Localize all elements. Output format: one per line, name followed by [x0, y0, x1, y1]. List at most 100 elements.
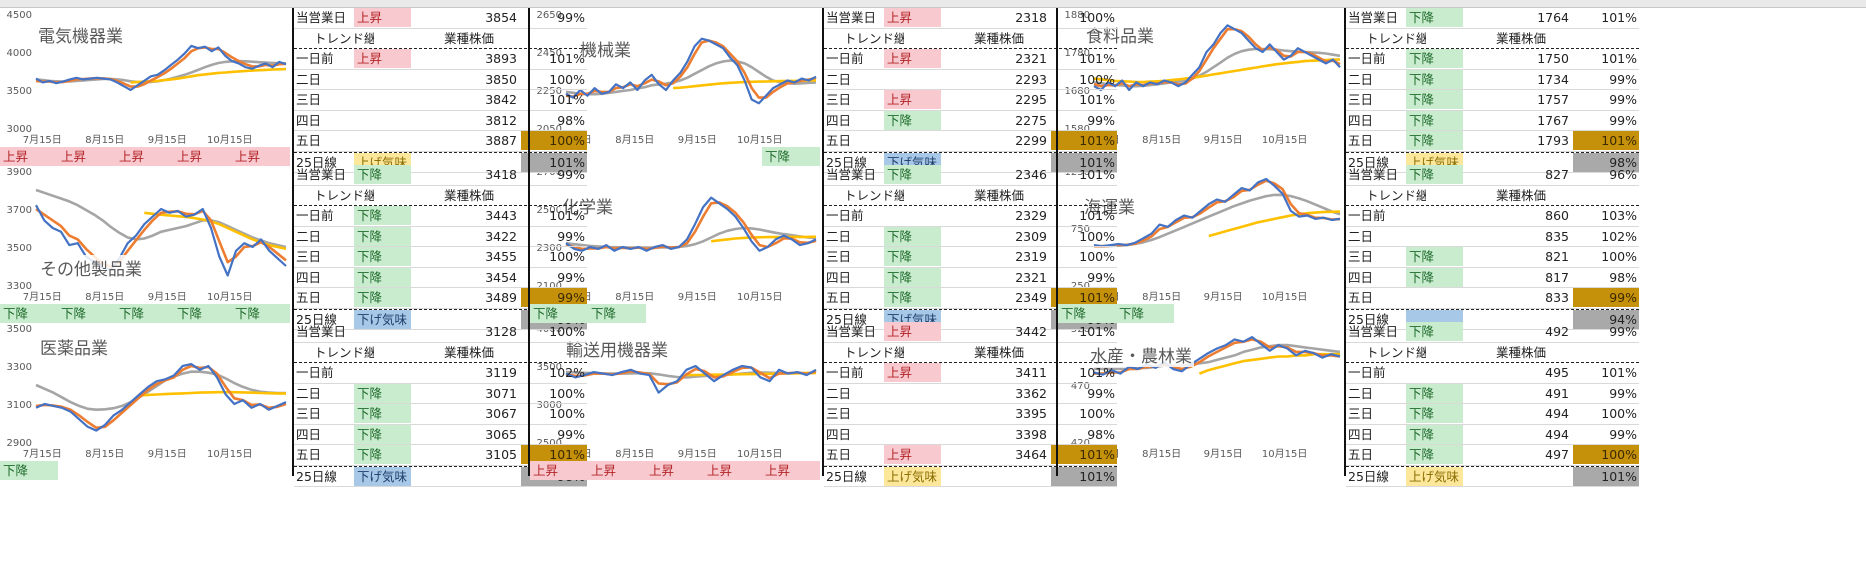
day-pct: 101% [1601, 365, 1637, 380]
x-tick-label: 8月15日 [85, 134, 124, 146]
day-row: 五日 下降 2349 101% [824, 288, 1117, 309]
x-tick-label: 10月15日 [737, 291, 782, 303]
trend-table-kikai: 当営業日上昇2318100%トレンド継続日業種株価一日前上昇2321101%二日… [824, 8, 1117, 173]
day-price: 3489 [485, 290, 517, 305]
day-status: 上昇 [884, 90, 941, 109]
day-price: 497 [1545, 447, 1569, 462]
today-label: 当営業日 [826, 10, 877, 25]
day-status [884, 425, 941, 444]
day-row: 二日 下降 491 99% [1346, 383, 1639, 404]
y-tick-label: 1680 [1065, 86, 1090, 97]
day-price: 2349 [1015, 290, 1047, 305]
y-tick-label: 3500 [7, 243, 32, 254]
price-line [35, 204, 287, 277]
day-status: 下降 [354, 404, 411, 423]
ma25-status: 上げ気味 [884, 466, 941, 486]
trend-strip: 上昇 上昇 上昇 上昇 上昇 [0, 147, 292, 166]
day-status: 下降 [884, 288, 941, 307]
header-row: トレンド継続日 業種株価 [824, 343, 1117, 363]
day-row: 一日前 860 103% [1346, 206, 1639, 227]
day-pct: 101% [1573, 131, 1639, 150]
day-status [884, 131, 941, 150]
day-status: 下降 [884, 267, 941, 287]
ma25-pct: 101% [1051, 466, 1117, 486]
strip-cell: 上昇 [232, 147, 290, 166]
day-row: 二日 下降 1734 99% [1346, 69, 1639, 90]
x-tick-label: 9月15日 [678, 134, 717, 146]
day-price: 3454 [485, 269, 517, 285]
day-status: 下降 [1406, 247, 1463, 266]
day-status: 下降 [1406, 445, 1463, 464]
day-status: 上昇 [884, 49, 941, 68]
x-tick-label: 9月15日 [1204, 134, 1243, 146]
header-row: トレンド継続日 業種株価 [294, 186, 587, 206]
chart-title: 輸送用機器業 [564, 336, 670, 361]
day-status: 下降 [1406, 90, 1463, 109]
day-status: 下降 [354, 206, 411, 225]
today-price: 3442 [1015, 324, 1047, 339]
day-row: 一日前 3119 102% [294, 363, 587, 384]
day-pct: 101% [1079, 92, 1115, 107]
strip-cell [530, 147, 588, 166]
ma25-label: 25日線 [296, 468, 337, 484]
day-label: 一日前 [826, 208, 864, 223]
trend-strip: 下降 [530, 147, 822, 166]
day-row: 五日 3887 100% [294, 131, 587, 152]
day-price: 3395 [1015, 406, 1047, 421]
ma-long-line [1208, 210, 1341, 238]
ma25-pct: 98% [1573, 152, 1639, 172]
y-tick-label: 3100 [7, 400, 32, 411]
chart-title: 機械業 [578, 36, 633, 61]
day-status: 下降 [354, 424, 411, 444]
day-price: 3119 [485, 365, 517, 380]
day-row: 一日前 下降 1750 101% [1346, 49, 1639, 70]
x-tick-label: 10月15日 [737, 448, 782, 460]
ma25-pct: 101% [521, 152, 587, 172]
day-pct: 100% [1079, 71, 1115, 87]
ma25-label: 25日線 [826, 311, 867, 327]
day-label: 一日前 [296, 208, 334, 223]
today-label: 当営業日 [296, 167, 347, 182]
day-label: 一日前 [296, 51, 334, 66]
day-status [354, 90, 411, 109]
day-price: 3398 [1015, 426, 1047, 442]
y-tick-label: 750 [1071, 224, 1090, 235]
day-status [354, 70, 411, 89]
day-price: 1767 [1537, 112, 1569, 128]
y-tick-label: 4000 [7, 48, 32, 59]
y-tick-label: 2300 [537, 243, 562, 254]
today-row: 当営業日 下降 2346 101% [824, 165, 1117, 186]
x-tick-label: 9月15日 [148, 448, 187, 460]
y-tick-label: 1580 [1065, 124, 1090, 135]
day-price: 3850 [485, 71, 517, 87]
trend-header: トレンド継続日 [1366, 187, 1426, 203]
strip-cell: 上昇 [646, 461, 704, 480]
x-tick-label: 10月15日 [737, 134, 782, 146]
x-tick-label: 9月15日 [678, 291, 717, 303]
day-pct: 100% [1601, 249, 1637, 264]
day-row: 四日 下降 3065 99% [294, 424, 587, 445]
price-header: 業種株価 [974, 30, 1025, 46]
day-pct: 99% [1609, 71, 1637, 87]
day-status: 下降 [1406, 424, 1463, 444]
day-status: 下降 [884, 110, 941, 130]
day-pct: 98% [1609, 269, 1637, 285]
y-tick-label: 2500 [537, 205, 562, 216]
day-row: 四日 下降 817 98% [1346, 267, 1639, 288]
column-divider [1056, 8, 1058, 476]
today-status: 下降 [884, 165, 941, 184]
day-pct: 102% [1601, 228, 1637, 244]
today-pct: 99% [557, 167, 585, 182]
header-row: トレンド継続日 業種株価 [294, 343, 587, 363]
today-status [354, 322, 411, 341]
chart-title: 食料品業 [1084, 22, 1156, 47]
chart-denki: 4500 4000 3500 3000 7月15日 8月15日 9月15日 10月15日 電気機… [0, 8, 292, 148]
y-tick-label: 2650 [537, 10, 562, 21]
day-pct: 99% [1087, 112, 1115, 128]
spreadsheet-column-header [0, 0, 1866, 8]
day-label: 四日 [826, 426, 852, 442]
day-price: 3065 [485, 426, 517, 442]
strip-cell: 上昇 [530, 461, 588, 480]
